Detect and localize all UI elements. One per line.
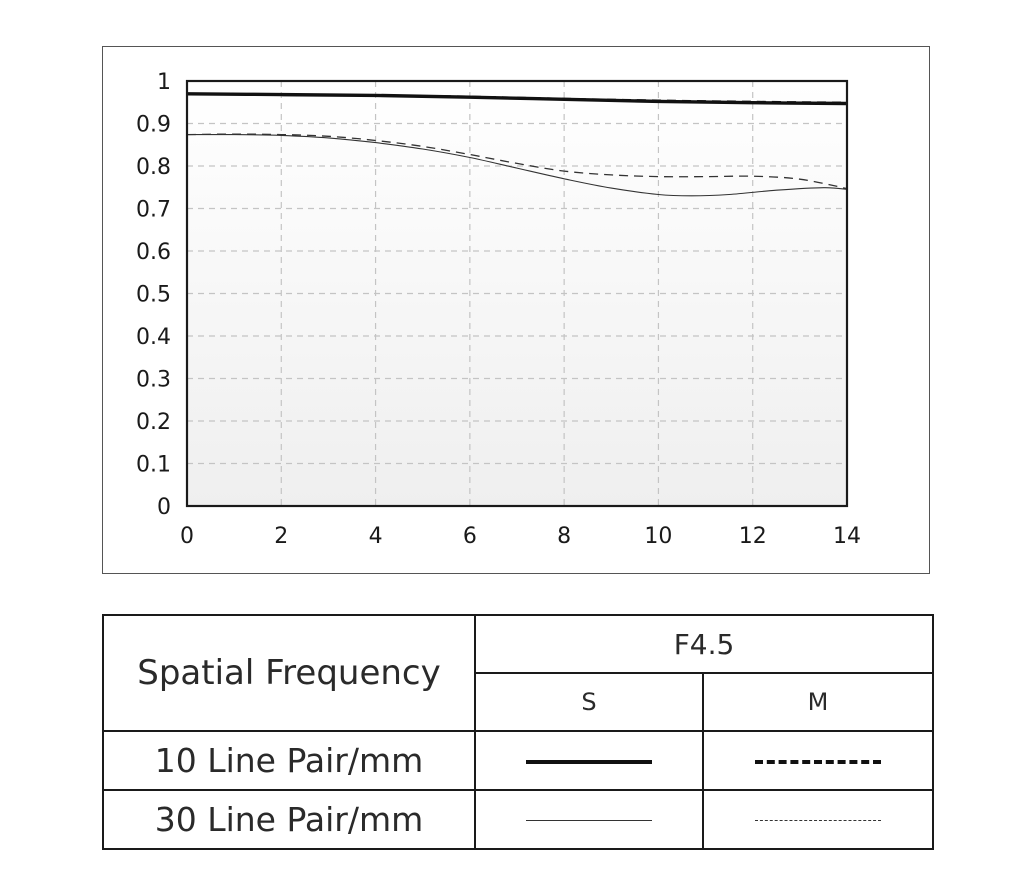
legend-swatch-cell xyxy=(701,730,935,791)
legend-swatch-cell xyxy=(474,730,704,791)
series-line-solid-thin xyxy=(186,133,848,197)
plot-border xyxy=(185,79,849,508)
y-tick-label: 1 xyxy=(157,70,171,95)
y-tick-label: 0.3 xyxy=(136,368,171,393)
legend-swatch-10lp-s xyxy=(526,759,652,764)
y-tick-label: 0.4 xyxy=(136,325,171,350)
grid xyxy=(187,81,847,506)
x-tick-label: 4 xyxy=(369,524,383,549)
legend-swatch-cell xyxy=(701,789,935,850)
legend-col-m: M xyxy=(701,672,935,732)
legend-aperture: F4.5 xyxy=(473,614,935,674)
x-tick-label: 6 xyxy=(463,524,477,549)
x-tick-label: 12 xyxy=(739,524,767,549)
series-lines xyxy=(186,92,848,197)
y-tick-label: 0.8 xyxy=(136,155,171,180)
legend-swatch-30lp-s xyxy=(526,820,652,821)
y-tick-label: 0 xyxy=(157,495,171,520)
chart-frame: 0 2 4 6 8 10 12 14 0 0.1 0.2 0.3 0.4 0.5 0.6 0.7 0.8 0.9… xyxy=(102,46,930,574)
legend-swatch-30lp-m xyxy=(755,820,881,821)
legend-swatch-10lp-m xyxy=(755,759,881,764)
series-line-dashed-thin xyxy=(186,133,848,190)
y-tick-label: 0.2 xyxy=(136,410,171,435)
legend-col-s: S xyxy=(474,672,704,732)
y-tick-label: 0.5 xyxy=(136,283,171,308)
legend-row-label: 10 Line Pair/mm xyxy=(102,730,476,791)
x-tick-label: 2 xyxy=(274,524,288,549)
x-tick-label: 0 xyxy=(180,524,194,549)
x-tick-label: 14 xyxy=(833,524,861,549)
y-tick-label: 0.7 xyxy=(136,198,171,223)
y-axis-ticks: 0 0.1 0.2 0.3 0.4 0.5 0.6 0.7 0.8 0.9 1 xyxy=(136,70,171,520)
y-tick-label: 0.9 xyxy=(136,113,171,138)
x-tick-label: 8 xyxy=(557,524,571,549)
legend-table: Spatial Frequency F4.5 S M 10 Line Pair/… xyxy=(102,614,935,850)
series-line-solid-thick xyxy=(186,92,848,106)
x-axis-ticks: 0 2 4 6 8 10 12 14 xyxy=(180,524,861,549)
legend-row-label: 30 Line Pair/mm xyxy=(102,789,476,850)
y-tick-label: 0.1 xyxy=(136,453,171,478)
x-tick-label: 10 xyxy=(644,524,672,549)
y-tick-label: 0.6 xyxy=(136,240,171,265)
legend-header: Spatial Frequency xyxy=(102,614,476,732)
mtf-chart: 0 2 4 6 8 10 12 14 0 0.1 0.2 0.3 0.4 0.5 0.6 0.7 0.8 0.9… xyxy=(136,70,861,549)
legend-swatch-cell xyxy=(474,789,704,850)
